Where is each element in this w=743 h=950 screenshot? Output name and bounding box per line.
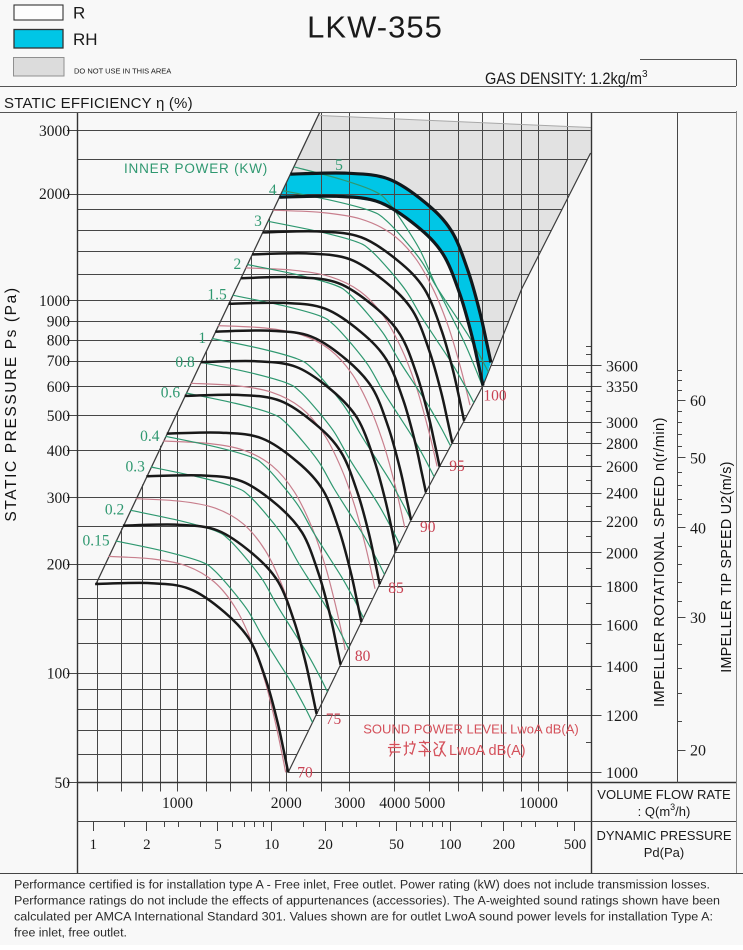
svg-text:60: 60 [690,393,706,410]
svg-text:IMPELLER ROTATIONAL SPEED n(r/: IMPELLER ROTATIONAL SPEED n(r/min) [652,417,668,707]
svg-text:: Q(m3/h): : Q(m3/h) [638,802,691,819]
svg-text:30: 30 [690,610,706,627]
svg-text:3000: 3000 [39,123,70,140]
svg-text:1800: 1800 [606,579,638,596]
svg-text:IMPELLER TIP SPEED U2(m/s): IMPELLER TIP SPEED U2(m/s) [719,461,735,672]
svg-text:1600: 1600 [606,617,638,634]
svg-text:500: 500 [47,408,71,425]
svg-text:70: 70 [297,764,313,781]
svg-text:100: 100 [483,388,507,405]
svg-text:DO NOT USE IN THIS AREA: DO NOT USE IN THIS AREA [74,67,171,76]
svg-text:2600: 2600 [606,459,638,476]
svg-text:1000: 1000 [39,293,70,310]
svg-text:0.6: 0.6 [161,385,181,402]
svg-text:80: 80 [355,648,371,665]
svg-text:calculated per AMCA Internatio: calculated per AMCA International Standa… [14,910,713,924]
svg-text:Performance ratings do not inc: Performance ratings do not include the e… [14,894,720,908]
svg-text:600: 600 [47,379,71,396]
svg-text:500: 500 [564,837,587,853]
svg-text:STATIC PRESSURE Ps (Pa): STATIC PRESSURE Ps (Pa) [3,286,20,521]
svg-text:1: 1 [89,837,97,853]
svg-text:50: 50 [55,775,71,792]
svg-text:0.15: 0.15 [82,532,109,549]
svg-text:2000: 2000 [606,545,638,562]
svg-text:200: 200 [47,557,71,574]
svg-text:800: 800 [47,333,71,350]
svg-text:3600: 3600 [606,358,638,375]
svg-text:50: 50 [389,837,404,853]
svg-text:85: 85 [388,580,404,597]
svg-text:1200: 1200 [606,708,638,725]
svg-text:0.4: 0.4 [140,428,160,445]
svg-text:3000: 3000 [606,415,638,432]
svg-text:1400: 1400 [606,659,638,676]
svg-text:5: 5 [214,837,222,853]
svg-text:4000: 4000 [379,795,410,812]
svg-text:1.5: 1.5 [207,287,227,304]
svg-text:700: 700 [47,353,71,370]
svg-text:10: 10 [264,837,279,853]
svg-text:SOUND POWER LEVEL LwoA dB(A): SOUND POWER LEVEL LwoA dB(A) [363,722,579,737]
svg-text:VOLUME FLOW RATE: VOLUME FLOW RATE [597,787,731,802]
svg-text:400: 400 [47,443,71,460]
svg-text:75: 75 [326,711,342,728]
svg-text:1000: 1000 [606,765,638,782]
svg-text:300: 300 [47,490,71,507]
svg-text:LKW-355: LKW-355 [307,10,443,45]
svg-text:40: 40 [690,520,706,537]
svg-text:200: 200 [493,837,516,853]
svg-text:1: 1 [198,330,206,347]
svg-text:DYNAMIC PRESSURE: DYNAMIC PRESSURE [596,828,731,843]
svg-text:0.3: 0.3 [126,459,146,476]
svg-text:900: 900 [47,314,71,331]
svg-text:2000: 2000 [271,795,302,812]
svg-text:2800: 2800 [606,436,638,453]
svg-text:R: R [73,4,85,23]
svg-text:0.2: 0.2 [105,502,124,519]
svg-text:90: 90 [420,519,436,536]
svg-text:LwoA dB(A): LwoA dB(A) [449,743,526,759]
svg-text:3: 3 [254,213,262,230]
svg-text:RH: RH [73,30,98,49]
svg-text:Performance certified is for i: Performance certified is for installatio… [14,878,710,892]
svg-text:5000: 5000 [414,795,445,812]
svg-text:3000: 3000 [334,795,365,812]
svg-text:1000: 1000 [162,795,193,812]
svg-text:2200: 2200 [606,514,638,531]
svg-text:free inlet, free outlet.: free inlet, free outlet. [14,926,127,940]
svg-text:2: 2 [234,256,242,273]
svg-text:0.8: 0.8 [175,354,195,371]
svg-text:20: 20 [690,743,706,760]
svg-text:GAS DENSITY: 1.2kg/m3: GAS DENSITY: 1.2kg/m3 [485,69,648,88]
svg-text:50: 50 [690,450,706,467]
svg-text:INNER POWER (KW): INNER POWER (KW) [124,161,268,176]
svg-text:STATIC EFFICIENCY η (%): STATIC EFFICIENCY η (%) [4,95,193,112]
svg-text:95: 95 [449,458,465,475]
svg-text:20: 20 [318,837,333,853]
svg-text:5: 5 [335,157,343,174]
svg-text:2: 2 [143,837,151,853]
svg-text:100: 100 [47,665,71,682]
svg-text:Pd(Pa): Pd(Pa) [644,845,684,860]
svg-text:4: 4 [269,182,277,199]
svg-text:3350: 3350 [606,379,638,396]
svg-text:2000: 2000 [39,186,70,203]
svg-text:100: 100 [439,837,462,853]
svg-text:10000: 10000 [519,795,558,812]
svg-text:2400: 2400 [606,486,638,503]
